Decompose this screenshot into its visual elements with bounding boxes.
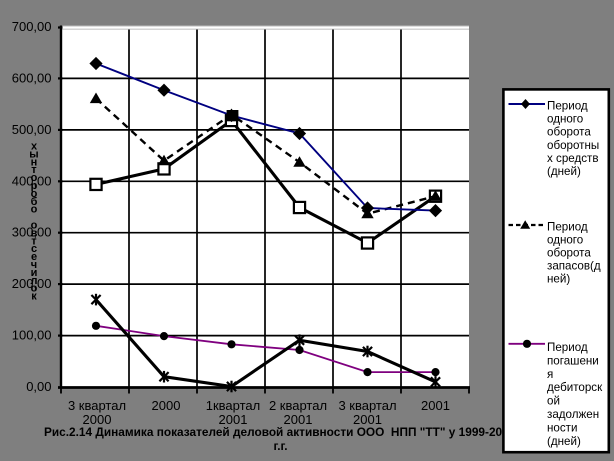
svg-text:х: х <box>31 141 38 153</box>
svg-text:н: н <box>31 156 38 168</box>
svg-text:т: т <box>31 235 37 247</box>
svg-text:ней): ней) <box>547 273 570 286</box>
svg-text:2000: 2000 <box>83 412 112 427</box>
svg-text:о: о <box>31 220 38 232</box>
svg-text:2001: 2001 <box>219 412 248 427</box>
svg-text:0,00: 0,00 <box>26 379 51 394</box>
svg-text:2001: 2001 <box>353 412 382 427</box>
svg-text:к: к <box>31 291 37 303</box>
svg-text:одного: одного <box>547 233 583 246</box>
svg-text:погашени: погашени <box>547 354 599 367</box>
svg-text:т: т <box>31 164 37 176</box>
svg-text:Рис.2.14 Динамика показателей: Рис.2.14 Динамика показателей деловой ак… <box>44 425 516 439</box>
svg-text:2001: 2001 <box>421 398 450 413</box>
svg-text:я: я <box>547 368 553 381</box>
svg-text:400,00: 400,00 <box>12 173 52 188</box>
svg-text:о: о <box>31 283 38 295</box>
svg-text:одного: одного <box>547 113 583 126</box>
svg-text:о: о <box>31 204 38 216</box>
svg-text:200,00: 200,00 <box>12 276 52 291</box>
svg-text:3 квартал: 3 квартал <box>338 398 396 413</box>
svg-text:л: л <box>31 275 38 287</box>
svg-text:(дней): (дней) <box>547 435 581 448</box>
svg-text:х средств: х средств <box>547 152 599 165</box>
svg-text:е: е <box>31 251 37 263</box>
svg-text:г.г.: г.г. <box>273 439 287 453</box>
svg-text:оборота: оборота <box>547 126 591 139</box>
svg-text:в: в <box>31 227 38 239</box>
svg-text:ности: ности <box>547 421 577 434</box>
svg-text:ы: ы <box>29 148 38 160</box>
svg-text:ч: ч <box>31 259 37 271</box>
svg-text:Период: Период <box>547 220 588 233</box>
svg-text:2000: 2000 <box>152 398 181 413</box>
svg-text:о: о <box>31 172 38 184</box>
svg-text:Период: Период <box>547 341 588 354</box>
svg-text:100,00: 100,00 <box>12 328 52 343</box>
svg-text:500,00: 500,00 <box>12 122 52 137</box>
svg-text:б: б <box>31 196 38 208</box>
svg-text:3 квартал: 3 квартал <box>68 398 126 413</box>
svg-text:оборотны: оборотны <box>547 139 599 152</box>
svg-text:с: с <box>31 243 37 255</box>
svg-text:о: о <box>31 188 38 200</box>
svg-text:1квартал: 1квартал <box>206 398 260 413</box>
svg-text:и: и <box>31 267 38 279</box>
svg-text:ой: ой <box>547 395 560 408</box>
svg-text:2 квартал: 2 квартал <box>269 398 327 413</box>
svg-text:дебиторск: дебиторск <box>547 381 603 394</box>
svg-text:700,00: 700,00 <box>12 19 52 34</box>
svg-text:запасов(д: запасов(д <box>547 260 601 273</box>
svg-text:600,00: 600,00 <box>12 70 52 85</box>
svg-text:р: р <box>31 180 38 192</box>
svg-text:(дней): (дней) <box>547 165 581 178</box>
svg-text:Период: Период <box>547 100 588 113</box>
svg-text:2001: 2001 <box>284 412 313 427</box>
svg-text:задолжен: задолжен <box>547 408 599 421</box>
svg-text:оборота: оборота <box>547 247 591 260</box>
svg-text:300,00: 300,00 <box>12 225 52 240</box>
